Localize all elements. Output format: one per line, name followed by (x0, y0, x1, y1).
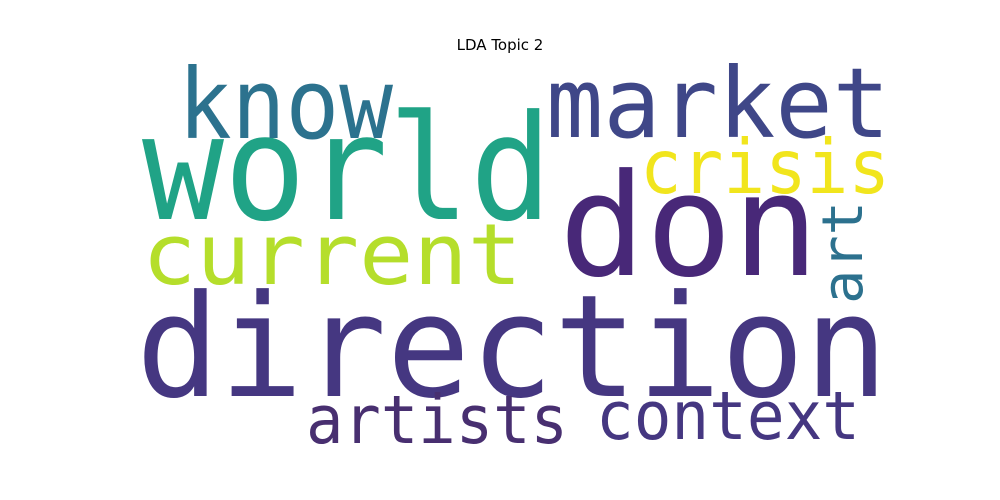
word-artists: artists (306, 381, 568, 448)
word-direction: direction (136, 265, 888, 430)
word-world: world (142, 84, 552, 254)
word-current: current (142, 206, 522, 305)
word-cloud: direction world don market know current … (136, 60, 890, 448)
word-know: know (178, 60, 394, 161)
word-context: context (596, 377, 860, 448)
figure-title: LDA Topic 2 (456, 36, 544, 54)
word-art: art (811, 201, 876, 304)
word-don: don (559, 144, 819, 309)
word-market: market (546, 60, 890, 160)
word-crisis: crisis (640, 123, 890, 211)
